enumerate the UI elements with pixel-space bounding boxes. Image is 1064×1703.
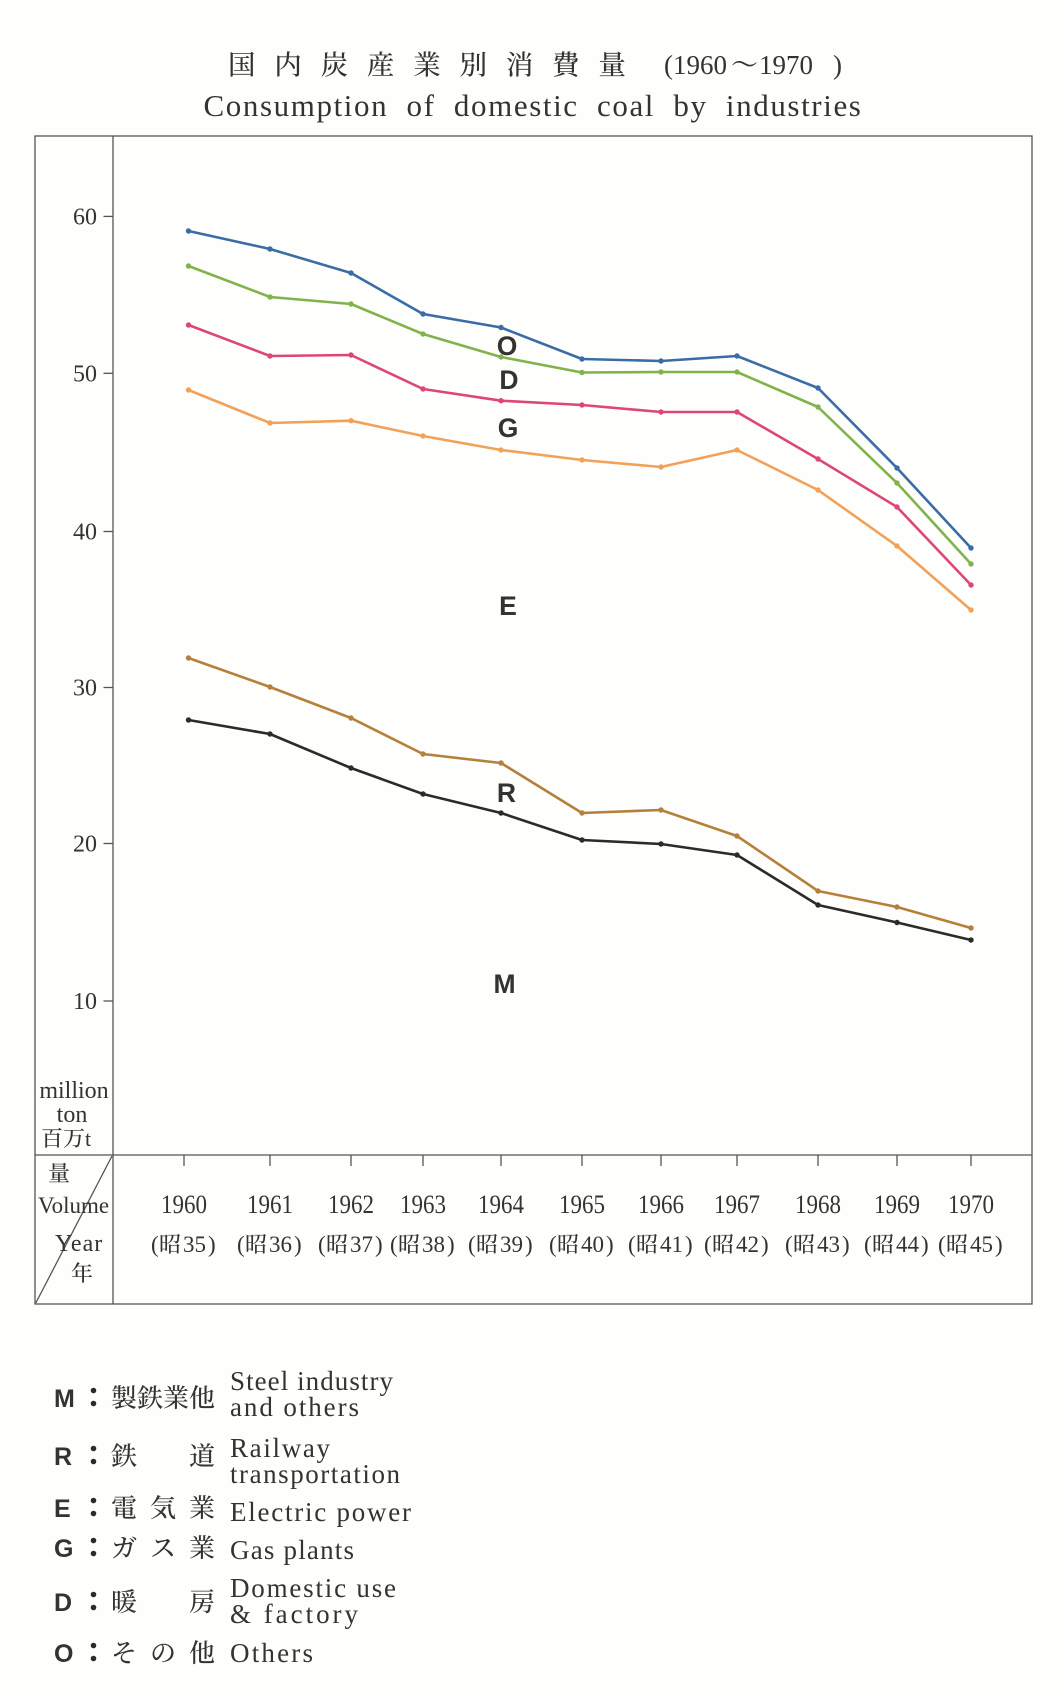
svg-text:35: 35 [183, 1232, 206, 1257]
svg-text:& factory: & factory [230, 1599, 359, 1629]
svg-text:41: 41 [660, 1232, 683, 1257]
svg-text:O: O [497, 331, 518, 361]
svg-text:1969: 1969 [874, 1190, 920, 1219]
svg-text:G: G [54, 1535, 73, 1563]
svg-text:1960: 1960 [161, 1190, 207, 1219]
svg-text:t: t [85, 1126, 91, 1151]
svg-text:): ) [833, 50, 842, 80]
svg-text:(: ( [237, 1232, 245, 1257]
svg-text:40: 40 [73, 520, 97, 546]
svg-text:1961: 1961 [247, 1190, 293, 1219]
svg-text:43: 43 [817, 1232, 840, 1257]
svg-text:(: ( [151, 1232, 159, 1257]
svg-text:E: E [54, 1495, 71, 1523]
svg-text:): ) [525, 1232, 533, 1257]
svg-text:(: ( [628, 1232, 636, 1257]
svg-text:1967: 1967 [714, 1190, 760, 1219]
svg-text:(: ( [938, 1232, 946, 1257]
svg-text:(: ( [704, 1232, 712, 1257]
svg-text:60: 60 [73, 204, 97, 230]
svg-text:): ) [761, 1232, 769, 1257]
svg-text:1963: 1963 [400, 1190, 446, 1219]
svg-text:20: 20 [73, 832, 97, 858]
svg-text:1970: 1970 [759, 50, 813, 80]
svg-text:(: ( [785, 1232, 793, 1257]
svg-text:G: G [498, 413, 519, 443]
svg-text:): ) [995, 1232, 1003, 1257]
svg-text:(: ( [318, 1232, 326, 1257]
svg-text:(1960: (1960 [664, 50, 727, 80]
svg-text:E: E [499, 591, 517, 621]
svg-text:): ) [375, 1232, 383, 1257]
svg-text:): ) [842, 1232, 850, 1257]
svg-text:ton: ton [57, 1102, 88, 1128]
svg-text:44: 44 [896, 1232, 920, 1257]
svg-text:(: ( [549, 1232, 557, 1257]
svg-text:40: 40 [581, 1232, 604, 1257]
svg-text:): ) [208, 1232, 216, 1257]
svg-text:50: 50 [73, 361, 97, 387]
svg-text:Volume: Volume [38, 1193, 109, 1218]
svg-text:1968: 1968 [795, 1190, 841, 1219]
svg-text:): ) [606, 1232, 614, 1257]
svg-text:and others: and others [230, 1392, 359, 1422]
svg-text:Domestic use: Domestic use [230, 1573, 396, 1603]
svg-text:36: 36 [269, 1232, 292, 1257]
svg-text:): ) [294, 1232, 302, 1257]
svg-text:1965: 1965 [559, 1190, 605, 1219]
svg-text:1966: 1966 [638, 1190, 684, 1219]
svg-text:1964: 1964 [478, 1190, 524, 1219]
svg-text:1962: 1962 [328, 1190, 374, 1219]
svg-text:): ) [447, 1232, 455, 1257]
svg-text:Consumption of domestic coal b: Consumption of domestic coal by industri… [204, 88, 863, 123]
svg-text:38: 38 [422, 1232, 445, 1257]
svg-text:million: million [39, 1078, 108, 1104]
svg-text:(: ( [468, 1232, 476, 1257]
svg-text:D: D [499, 365, 518, 395]
svg-text:M: M [494, 969, 516, 999]
svg-text:1970: 1970 [948, 1190, 994, 1219]
svg-text:(: ( [390, 1232, 398, 1257]
svg-text:R: R [54, 1443, 72, 1471]
svg-text:Steel industry: Steel industry [230, 1366, 394, 1396]
svg-text:39: 39 [500, 1232, 523, 1257]
svg-text:30: 30 [73, 676, 97, 702]
svg-text:O: O [54, 1640, 73, 1668]
svg-text:42: 42 [736, 1232, 759, 1257]
svg-text:): ) [921, 1232, 929, 1257]
svg-text:): ) [685, 1232, 693, 1257]
svg-text:Gas plants: Gas plants [230, 1535, 354, 1565]
svg-text:45: 45 [970, 1232, 993, 1257]
svg-text:M: M [54, 1385, 75, 1413]
svg-text:Others: Others [230, 1638, 313, 1668]
svg-text:R: R [497, 778, 516, 808]
svg-text:D: D [54, 1589, 72, 1617]
svg-text:10: 10 [73, 989, 97, 1015]
svg-text:transportation: transportation [230, 1459, 401, 1489]
svg-text:37: 37 [350, 1232, 373, 1257]
svg-text:(: ( [864, 1232, 872, 1257]
svg-text:Year: Year [55, 1231, 103, 1257]
svg-text:Electric power: Electric power [230, 1497, 411, 1527]
